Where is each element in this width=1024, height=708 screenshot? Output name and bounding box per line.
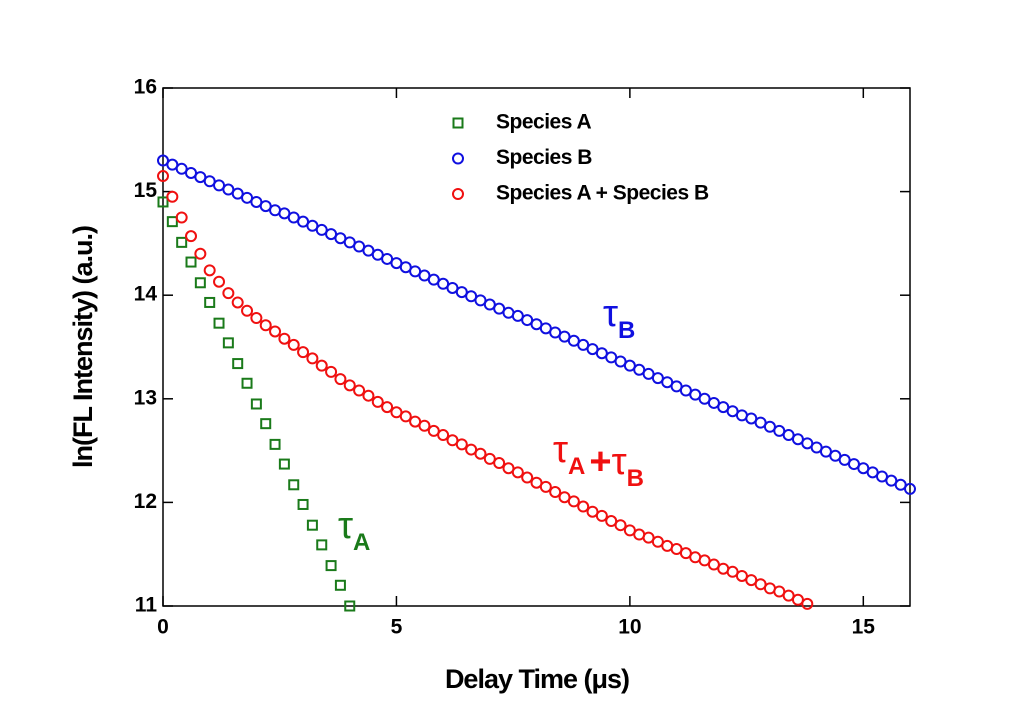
marker — [297, 498, 309, 510]
marker — [231, 296, 244, 309]
annotation-subscript: A — [353, 529, 370, 556]
marker — [157, 170, 169, 183]
x-tick-label: 15 — [852, 616, 876, 639]
annotation: τB — [603, 293, 635, 344]
marker — [185, 256, 197, 268]
marker — [381, 401, 394, 414]
marker — [203, 264, 216, 277]
annotation-symbol: τ — [612, 441, 627, 483]
plot-frame — [162, 87, 911, 607]
marker — [157, 196, 169, 208]
marker — [595, 509, 608, 522]
legend-label: Species A — [496, 111, 591, 134]
marker — [343, 379, 356, 392]
marker — [260, 418, 272, 430]
annotation-symbol: + — [589, 441, 611, 483]
marker — [204, 296, 216, 308]
annotation: τA — [338, 505, 370, 556]
marker — [353, 384, 366, 397]
legend-label: Species B — [496, 146, 592, 169]
legend-marker — [452, 152, 464, 165]
marker — [325, 365, 338, 378]
marker — [567, 495, 580, 508]
annotation-symbol: τ — [553, 429, 568, 471]
marker — [362, 389, 375, 402]
legend-marker — [452, 117, 464, 129]
marker — [269, 438, 281, 450]
y-tick-label: 14 — [134, 283, 158, 306]
y-tick-label: 12 — [134, 490, 157, 513]
series — [157, 196, 356, 612]
marker — [306, 352, 319, 365]
series — [157, 154, 916, 495]
y-tick-label: 16 — [134, 76, 157, 99]
marker — [278, 458, 290, 470]
marker — [474, 447, 487, 460]
marker — [287, 338, 300, 351]
marker — [222, 337, 234, 349]
marker — [166, 216, 178, 228]
annotation-subscript: B — [627, 465, 644, 492]
marker — [521, 471, 534, 484]
marker — [213, 317, 225, 329]
marker — [801, 597, 814, 610]
marker — [437, 429, 450, 442]
marker — [232, 358, 244, 370]
marker — [194, 277, 206, 289]
x-tick-label: 0 — [157, 616, 169, 639]
x-axis-label: Delay Time (μs) — [445, 664, 629, 694]
marker — [316, 539, 328, 551]
annotation-symbol: τ — [603, 293, 618, 335]
marker — [418, 419, 431, 432]
marker — [315, 359, 328, 372]
marker — [241, 304, 254, 317]
marker — [288, 479, 300, 491]
marker — [614, 519, 627, 532]
annotation-subscript: B — [618, 317, 635, 344]
marker — [185, 230, 198, 243]
marker — [549, 486, 562, 499]
marker — [250, 398, 262, 410]
marker — [334, 373, 347, 386]
marker — [259, 319, 272, 332]
marker — [325, 560, 337, 572]
marker — [577, 500, 590, 513]
y-axis-label: ln(FL Intensity) (a.u.) — [68, 226, 98, 468]
marker — [334, 579, 346, 591]
annotation: τA +τB — [553, 429, 644, 492]
y-tick-label: 13 — [134, 386, 157, 409]
series — [157, 170, 814, 610]
y-tick-label: 11 — [135, 594, 158, 617]
x-tick-label: 10 — [618, 616, 641, 639]
legend-label: Species A + Species B — [496, 182, 709, 205]
marker — [344, 600, 356, 612]
legend-marker — [452, 188, 464, 200]
marker — [176, 236, 188, 248]
annotation-symbol: τ — [338, 505, 353, 547]
marker — [166, 190, 179, 203]
marker — [371, 395, 384, 408]
marker — [278, 332, 291, 345]
marker — [399, 410, 412, 423]
marker — [269, 325, 282, 338]
marker — [241, 377, 253, 389]
marker — [511, 466, 524, 479]
marker — [539, 480, 552, 493]
marker — [306, 519, 318, 531]
marker — [194, 247, 207, 260]
annotation-subscript: A — [568, 453, 585, 480]
marker — [455, 438, 468, 451]
marker — [493, 457, 506, 470]
marker — [297, 346, 310, 359]
marker — [175, 211, 188, 224]
marker — [250, 311, 263, 324]
y-tick-label: 15 — [134, 179, 158, 202]
x-tick-label: 5 — [391, 616, 403, 639]
marker — [222, 287, 235, 300]
marker — [213, 275, 226, 288]
marker — [904, 482, 916, 495]
